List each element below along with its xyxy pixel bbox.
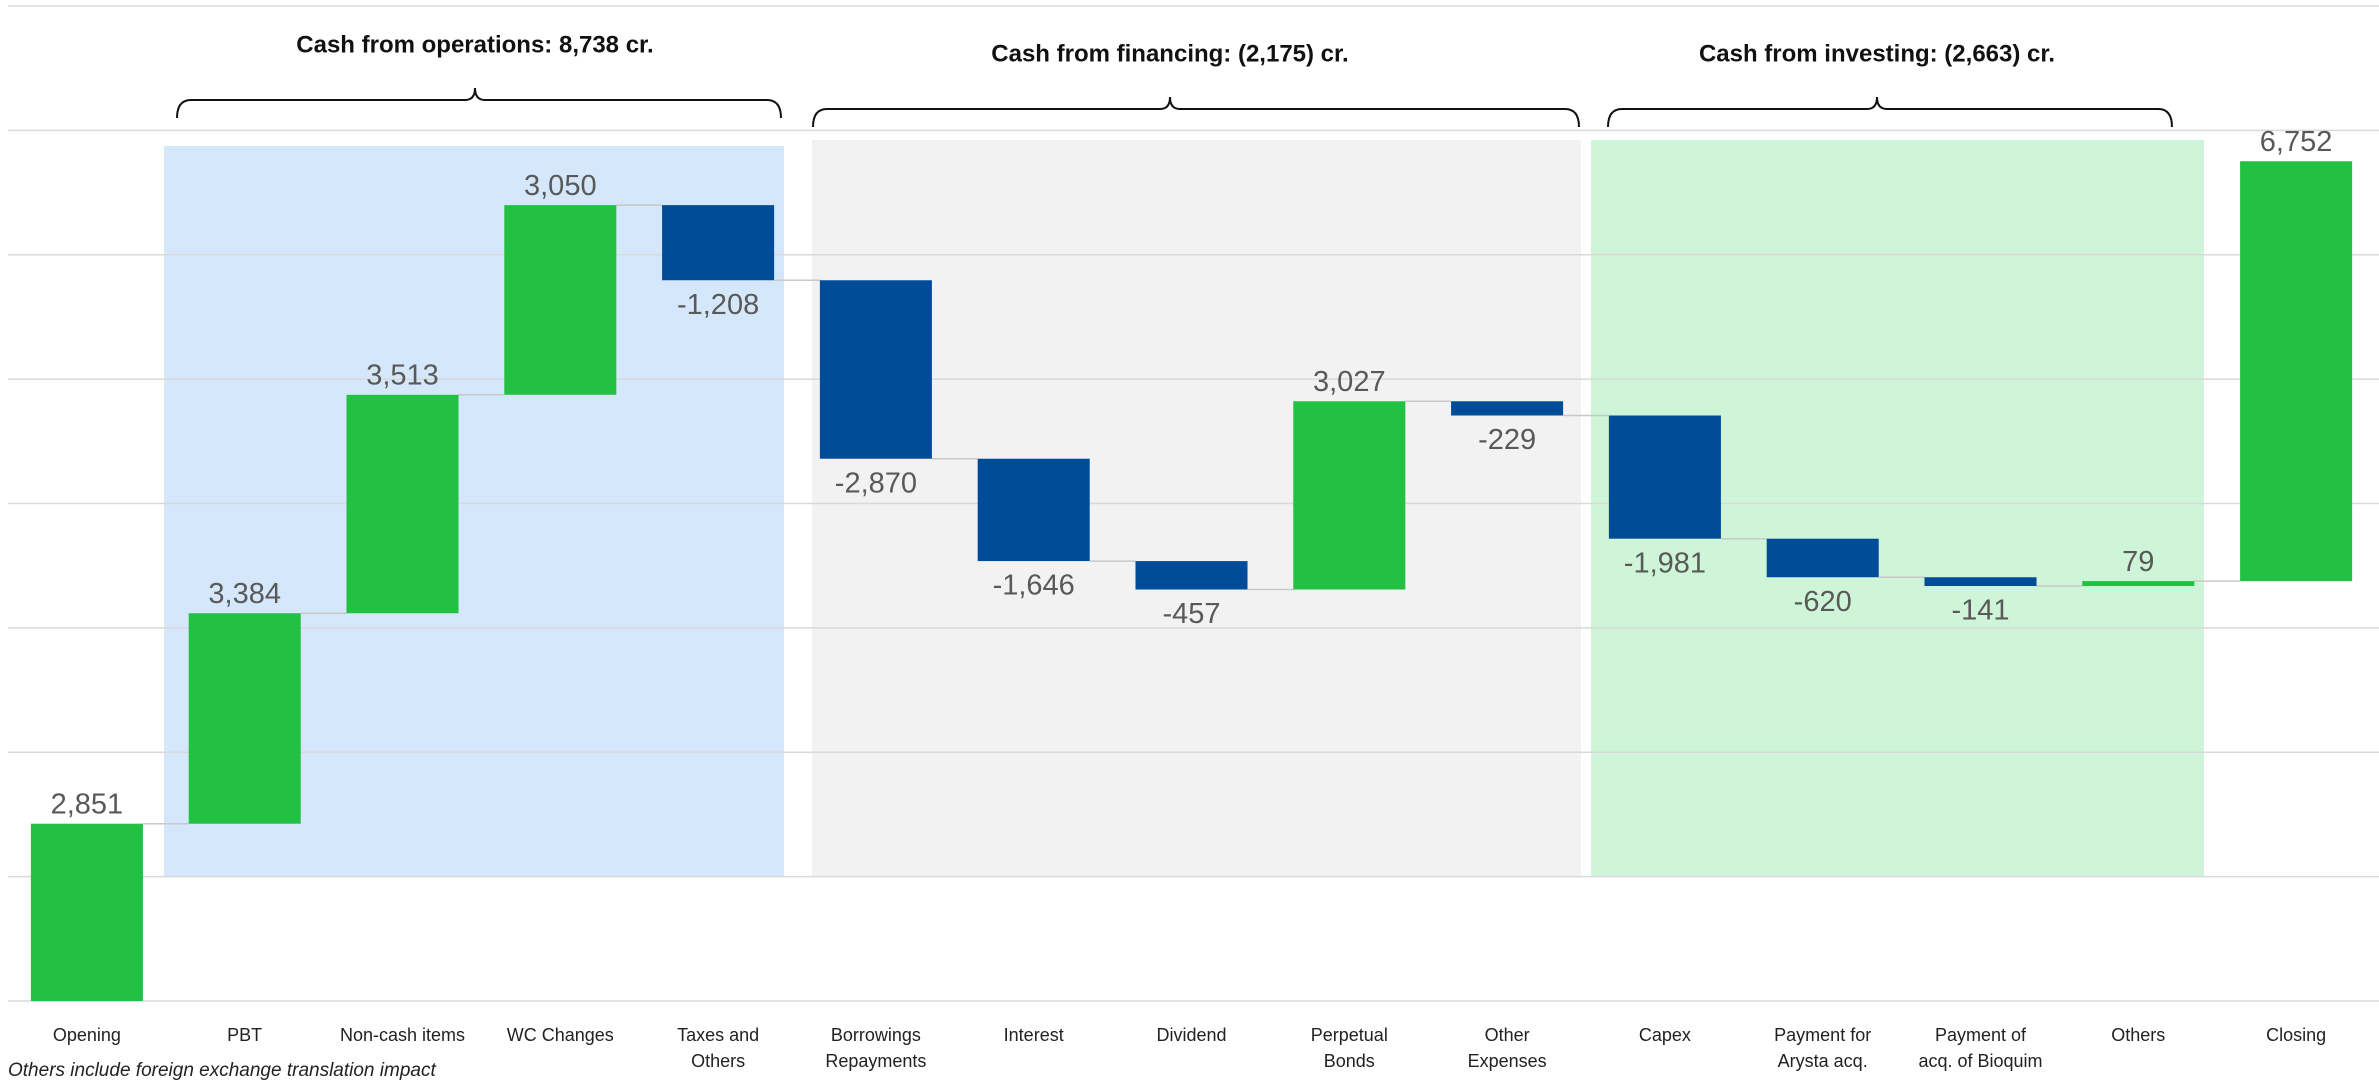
data-label: -141 [1951, 595, 2009, 627]
x-tick-label: Opening [52, 1025, 121, 1045]
bar [1608, 415, 1721, 539]
bar [1451, 401, 1564, 416]
bar [2082, 581, 2195, 587]
data-label: -1,646 [993, 570, 1075, 602]
data-label: -229 [1478, 424, 1536, 456]
data-label: -1,208 [677, 289, 759, 321]
x-tick-label: Dividend [1156, 1025, 1227, 1045]
data-label: 3,513 [366, 359, 439, 391]
bar [346, 394, 459, 614]
bar [1924, 577, 2037, 587]
bar [1135, 561, 1248, 590]
data-label: 3,050 [524, 170, 597, 202]
x-tick-label: Taxes and Others [677, 1025, 760, 1071]
x-tick-label: Interest [1003, 1025, 1064, 1045]
bar [1766, 538, 1879, 578]
data-label: -2,870 [835, 467, 917, 499]
bar [188, 613, 301, 824]
bar [1293, 401, 1406, 590]
x-tick-label: Payment of acq. of Bioquim [1918, 1025, 2043, 1071]
x-tick-label: Non-cash items [339, 1025, 466, 1045]
data-label: 3,027 [1313, 366, 1386, 398]
x-tick-label: Others [2111, 1025, 2166, 1045]
x-tick-label: Capex [1638, 1025, 1691, 1045]
x-tick-label: Payment for Arysta acq. [1774, 1025, 1872, 1071]
footnote: Others include foreign exchange translat… [8, 1060, 436, 1081]
x-tick-label: PBT [227, 1025, 263, 1045]
bar [2240, 161, 2353, 582]
x-tick-label: Closing [2266, 1025, 2327, 1045]
bar [977, 458, 1090, 562]
x-tick-label: WC Changes [506, 1025, 614, 1045]
bar [504, 205, 617, 395]
x-tick-label: Other Expenses [1467, 1025, 1547, 1071]
brace [1607, 96, 2173, 128]
bar [662, 205, 775, 281]
group-title: Cash from investing: (2,663) cr. [1699, 40, 2055, 67]
data-label: -457 [1162, 598, 1220, 630]
data-label: 3,384 [208, 578, 281, 610]
brace [176, 87, 782, 119]
data-label: 6,752 [2260, 126, 2333, 158]
group-title: Cash from operations: 8,738 cr. [296, 31, 653, 58]
group-title: Cash from financing: (2,175) cr. [991, 40, 1348, 67]
data-label: -1,981 [1624, 547, 1706, 579]
x-tick-label: Perpetual Bonds [1310, 1025, 1388, 1071]
group-band [812, 140, 1581, 877]
data-label: 2,851 [51, 788, 124, 820]
brace [812, 96, 1580, 128]
bar [30, 823, 143, 1001]
bar [819, 280, 932, 459]
data-label: -620 [1794, 586, 1852, 618]
data-label: 79 [2122, 546, 2154, 578]
x-tick-label: Borrowings Repayments [825, 1025, 927, 1071]
